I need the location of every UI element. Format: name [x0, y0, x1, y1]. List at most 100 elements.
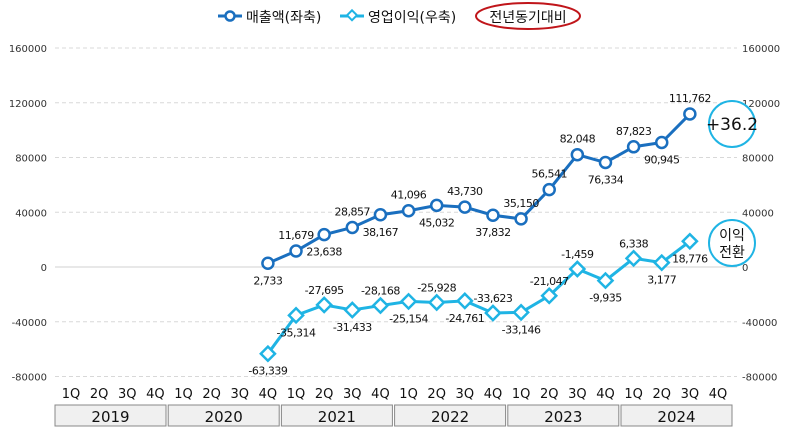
- y-right-tick: 160000: [742, 44, 780, 55]
- y-left-tick: -80000: [12, 373, 47, 384]
- data-point: [315, 296, 334, 314]
- year-box: [620, 404, 733, 427]
- data-label: -25,154: [389, 312, 428, 325]
- data-label: -24,761: [445, 312, 484, 325]
- data-point: [624, 249, 643, 268]
- data-point: [458, 200, 472, 214]
- data-point: [287, 306, 305, 325]
- y-right-tick: -80000: [742, 373, 777, 384]
- legend-yoy-ellipse: [475, 2, 581, 30]
- data-point: [570, 147, 585, 162]
- data-label: 41,096: [391, 189, 427, 202]
- x-tick-label: 4Q: [259, 387, 278, 402]
- data-label: -1,459: [561, 248, 594, 261]
- data-point: [429, 198, 444, 213]
- data-point: [343, 301, 362, 319]
- yoy-profit-label-1: 이익: [719, 228, 745, 244]
- data-label: -31,433: [333, 321, 372, 334]
- data-label: -27,695: [305, 284, 344, 297]
- x-tick-label: 4Q: [709, 387, 728, 402]
- x-tick-label: 3Q: [681, 387, 700, 402]
- series-line-0: [267, 112, 691, 265]
- data-label: 23,638: [306, 246, 342, 259]
- data-point: [289, 244, 303, 258]
- year-label: 2023: [544, 408, 582, 426]
- data-label: -35,314: [277, 326, 316, 339]
- yoy-revenue-circle: [708, 100, 756, 148]
- y-right-tick: 40000: [742, 208, 774, 219]
- data-label: 56,541: [531, 168, 567, 181]
- annotations: +36.2 이익 전환: [706, 100, 758, 267]
- data-point: [654, 135, 669, 150]
- data-point: [373, 208, 388, 222]
- year-box: [167, 404, 280, 427]
- data-point: [261, 256, 275, 271]
- yoy-profit-circle: [708, 219, 756, 267]
- data-label: 11,679: [278, 229, 314, 242]
- year-label: 2020: [205, 408, 243, 426]
- x-tick-label: 2Q: [90, 387, 109, 402]
- data-label: 18,776: [672, 252, 708, 265]
- data-point: [399, 292, 418, 311]
- y-right-tick: 120000: [742, 99, 780, 110]
- y-left-tick: 80000: [15, 154, 47, 165]
- x-tick-label: 1Q: [512, 387, 531, 402]
- x-tick-label: 1Q: [174, 387, 193, 402]
- data-point: [317, 227, 331, 242]
- x-tick-label: 4Q: [146, 387, 165, 402]
- x-tick-label: 3Q: [343, 387, 362, 402]
- year-label: 2024: [657, 408, 695, 426]
- data-point: [259, 344, 277, 363]
- legend: 매출액(좌축) 영업이익(우축) 전년동기대비: [218, 2, 581, 30]
- data-label: 6,338: [619, 237, 648, 250]
- data-label: 76,334: [588, 174, 624, 187]
- x-tick-label: 4Q: [484, 387, 503, 402]
- data-point: [345, 220, 360, 235]
- data-label: 90,945: [644, 154, 680, 167]
- yoy-revenue-label: +36.2: [706, 115, 758, 135]
- data-label: 45,032: [419, 216, 455, 229]
- year-box: [280, 404, 393, 427]
- data-label: -25,928: [417, 281, 456, 294]
- x-tick-label: 3Q: [118, 387, 137, 402]
- data-point: [568, 260, 587, 278]
- legend-label-profit: 영업이익(우축): [368, 10, 456, 26]
- data-label: 111,762: [669, 92, 711, 105]
- data-point: [652, 253, 671, 272]
- x-tick-label: 2Q: [427, 387, 446, 402]
- data-label: -63,339: [248, 365, 287, 378]
- data-point: [512, 303, 530, 322]
- data-point: [598, 155, 613, 170]
- x-tick-label: 2Q: [202, 387, 221, 402]
- data-label: 82,048: [560, 133, 596, 146]
- x-tick-label: 1Q: [624, 387, 643, 402]
- y-right-tick: 0: [742, 263, 748, 274]
- y-left-tick: 40000: [15, 208, 47, 219]
- x-tick-label: 2Q: [315, 387, 334, 402]
- year-label: 2021: [318, 408, 356, 426]
- y-right-tick: 80000: [742, 154, 774, 165]
- data-label: -28,168: [361, 285, 400, 298]
- data-point: [486, 208, 500, 222]
- year-box: [507, 404, 620, 427]
- data-label: 35,150: [503, 197, 539, 210]
- data-point: [484, 304, 502, 322]
- data-point: [542, 182, 556, 197]
- yoy-profit-label-2: 전환: [719, 245, 745, 261]
- data-label: 2,733: [253, 274, 282, 287]
- y-left-tick: -40000: [12, 318, 47, 329]
- x-tick-label: 1Q: [62, 387, 81, 402]
- data-point: [596, 271, 615, 290]
- data-point: [514, 212, 528, 226]
- x-tick-label: 3Q: [568, 387, 587, 402]
- legend-marker-profit: [345, 8, 359, 22]
- data-label: 43,730: [447, 185, 483, 198]
- year-label: 2019: [91, 408, 129, 426]
- x-tick-label: 4Q: [596, 387, 615, 402]
- data-point: [455, 292, 474, 310]
- data-label: 38,167: [363, 226, 399, 239]
- data-label: 37,832: [475, 226, 511, 239]
- legend-label-yoy: 전년동기대비: [489, 10, 566, 26]
